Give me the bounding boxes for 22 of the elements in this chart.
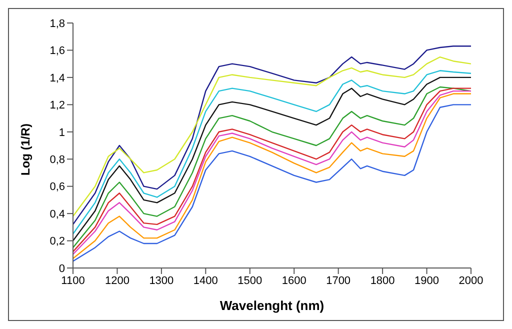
x-tick-label: 1200 xyxy=(104,274,130,287)
y-tick-label: 1 xyxy=(58,126,65,139)
y-axis-title: Log (1/R) xyxy=(18,124,32,176)
x-tick-label: 1800 xyxy=(370,274,395,287)
x-tick-label: 1100 xyxy=(61,274,85,287)
x-tick-label: 1700 xyxy=(326,274,351,287)
y-tick-label: 1,4 xyxy=(50,72,65,84)
y-tick-label: 0,4 xyxy=(50,208,65,220)
x-tick-label: 1600 xyxy=(282,274,306,287)
y-tick-label: 0,6 xyxy=(50,181,65,194)
x-tick-label: 1400 xyxy=(193,274,218,287)
y-tick-label: 1,6 xyxy=(50,45,65,58)
x-axis-title: Wavelenght (nm) xyxy=(220,298,324,313)
x-tick-label: 1900 xyxy=(414,274,440,287)
x-tick-label: 1500 xyxy=(238,274,262,287)
y-tick-label: 0,2 xyxy=(50,236,65,248)
y-tick-label: 1,8 xyxy=(50,18,65,30)
y-tick-label: 0,8 xyxy=(50,154,65,166)
x-tick-label: 2000 xyxy=(458,274,484,287)
x-tick-label: 1300 xyxy=(149,274,174,287)
y-tick-label: 1,2 xyxy=(50,100,65,112)
y-tick-label: 0 xyxy=(58,262,65,275)
